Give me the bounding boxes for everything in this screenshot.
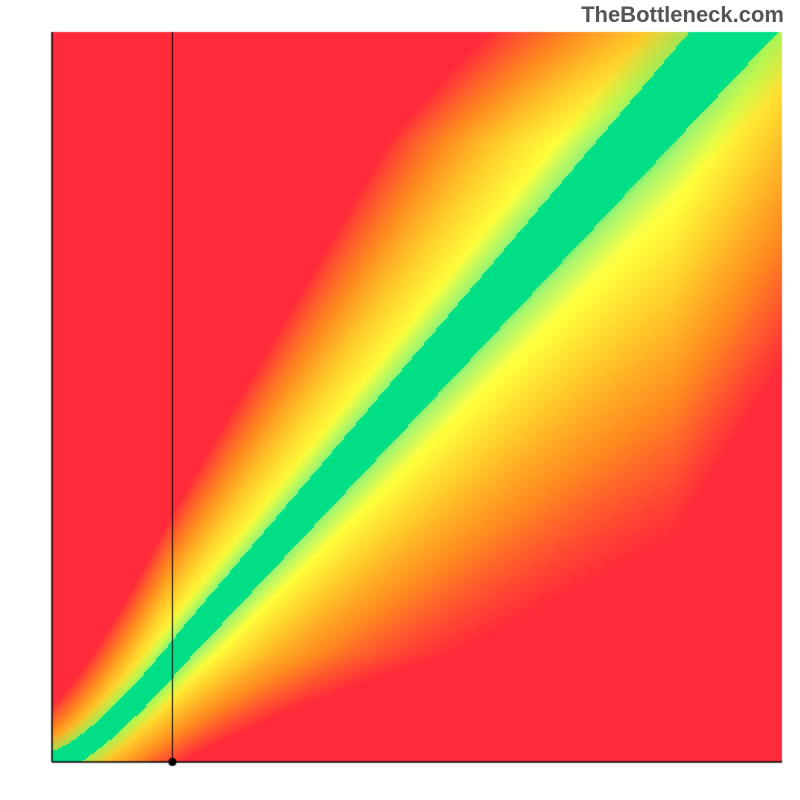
axes-overlay bbox=[0, 0, 800, 800]
watermark: TheBottleneck.com bbox=[581, 2, 784, 28]
